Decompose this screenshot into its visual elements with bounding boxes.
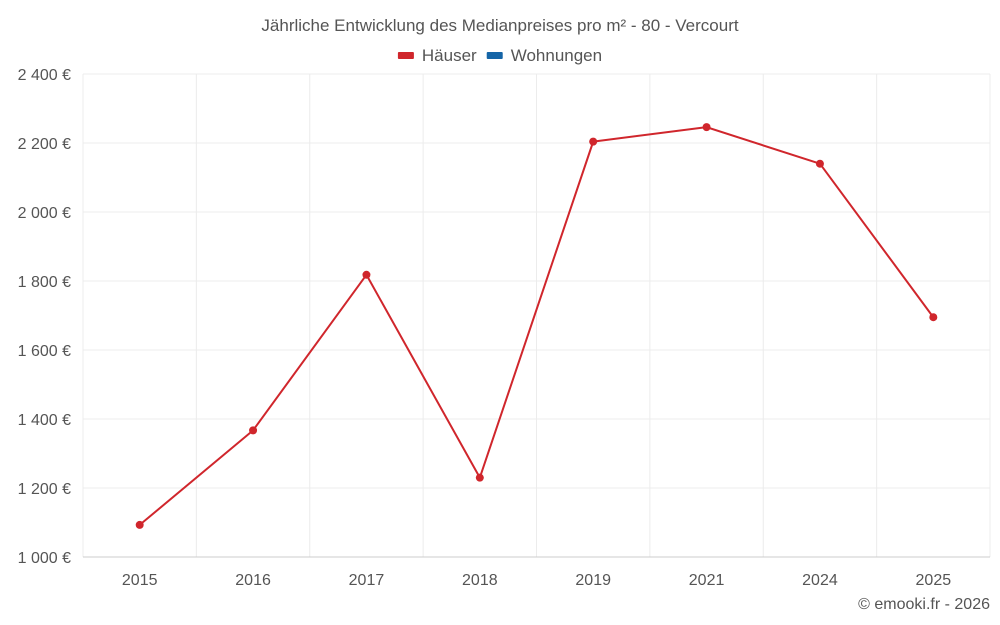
x-tick-label: 2018 xyxy=(462,572,498,589)
legend-label: Wohnungen xyxy=(511,46,602,65)
series-line-0 xyxy=(139,126,935,526)
series-layer xyxy=(135,123,938,529)
y-gridlines xyxy=(83,73,990,489)
data-point[interactable] xyxy=(249,426,258,435)
y-tick-label: 1 200 € xyxy=(18,481,71,498)
data-point[interactable] xyxy=(589,137,598,146)
credit-text: © emooki.fr - 2026 xyxy=(858,596,990,613)
x-tick-label: 2021 xyxy=(689,572,725,589)
y-tick-label: 1 800 € xyxy=(18,274,71,291)
y-tick-label: 1 000 € xyxy=(18,550,71,567)
y-tick-label: 2 200 € xyxy=(18,136,71,153)
data-point[interactable] xyxy=(815,159,824,168)
x-tick-label: 2024 xyxy=(802,572,838,589)
x-axis-labels: 2015 2016 2017 2018 2019 2021 2024 2025 xyxy=(122,572,951,589)
y-tick-label: 2 400 € xyxy=(18,67,71,84)
data-point[interactable] xyxy=(362,270,371,279)
y-tick-label: 1 600 € xyxy=(18,343,71,360)
data-point[interactable] xyxy=(929,313,938,322)
legend-item-1[interactable]: Wohnungen xyxy=(486,46,602,65)
legend-label: Häuser xyxy=(422,46,477,65)
y-tick-label: 1 400 € xyxy=(18,412,71,429)
data-point[interactable] xyxy=(135,520,144,529)
y-tick-label: 2 000 € xyxy=(18,205,71,222)
data-point[interactable] xyxy=(702,123,711,132)
x-tick-label: 2017 xyxy=(349,572,385,589)
x-tick-label: 2019 xyxy=(575,572,611,589)
x-tick-label: 2025 xyxy=(916,572,952,589)
data-point[interactable] xyxy=(475,473,484,482)
legend-item-0[interactable]: Häuser xyxy=(397,46,477,65)
y-axis-labels: 1 000 € 1 200 € 1 400 € 1 600 € 1 800 € 2 000… xyxy=(18,67,71,567)
x-tick-label: 2016 xyxy=(235,572,271,589)
x-gridlines xyxy=(82,74,991,557)
legend-swatch xyxy=(486,52,503,59)
chart-title: Jährliche Entwicklung des Medianpreises … xyxy=(261,16,738,35)
legend-swatch xyxy=(397,52,414,59)
legend: Häuser Wohnungen xyxy=(397,46,602,65)
x-tick-label: 2015 xyxy=(122,572,158,589)
